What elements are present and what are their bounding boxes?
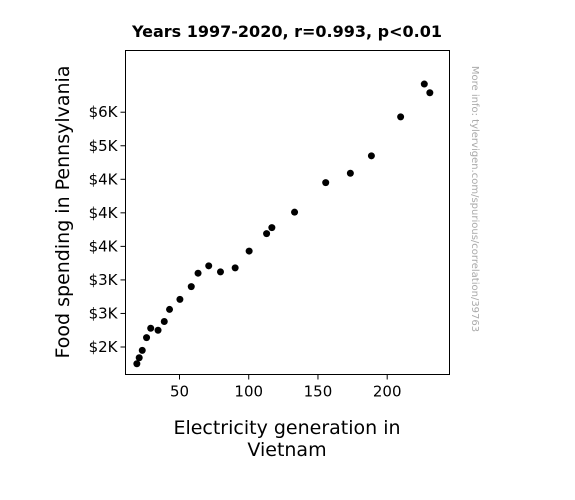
- y-tick-label: $6K: [89, 103, 119, 121]
- data-point: [397, 113, 405, 121]
- y-tick-label: $3K: [89, 304, 119, 322]
- watermark-text: More info: tylervigen.com/spurious/corre…: [469, 66, 480, 332]
- x-tick-label: 200: [373, 383, 402, 401]
- x-tick-label: 100: [234, 383, 263, 401]
- y-tick-label: $2K: [89, 338, 119, 356]
- chart-title: Years 1997-2020, r=0.993, p<0.01: [131, 22, 442, 41]
- data-point: [291, 208, 299, 216]
- data-point: [176, 295, 184, 303]
- data-point: [133, 360, 141, 368]
- data-point: [147, 324, 155, 332]
- data-point: [216, 268, 224, 276]
- data-point: [160, 318, 168, 326]
- data-point: [346, 169, 354, 177]
- x-tick-label: 150: [304, 383, 333, 401]
- y-tick-label: $4K: [89, 204, 119, 222]
- plot-frame: [125, 50, 450, 375]
- x-axis-label-line-1: Electricity generation in: [173, 417, 400, 439]
- y-tick-label: $4K: [89, 237, 119, 255]
- data-point: [268, 224, 276, 232]
- data-point: [420, 80, 428, 88]
- data-point: [135, 354, 143, 362]
- data-point: [154, 326, 162, 334]
- data-point: [245, 247, 253, 255]
- x-tick-label: 50: [170, 383, 189, 401]
- data-point: [143, 334, 151, 342]
- data-point: [231, 264, 239, 272]
- data-point: [194, 269, 202, 277]
- data-point: [187, 283, 195, 291]
- data-point: [263, 230, 271, 238]
- x-axis-label-line-2: Vietnam: [247, 439, 326, 461]
- data-point: [367, 152, 375, 160]
- y-tick-label: $3K: [89, 271, 119, 289]
- data-point: [426, 89, 434, 97]
- y-tick-label: $5K: [89, 137, 119, 155]
- y-axis-label: Food spending in Pennsylvania: [52, 66, 74, 359]
- data-point: [138, 346, 146, 354]
- y-tick-label: $4K: [89, 170, 119, 188]
- data-point: [205, 262, 213, 270]
- data-point: [166, 305, 174, 313]
- data-point: [322, 179, 330, 187]
